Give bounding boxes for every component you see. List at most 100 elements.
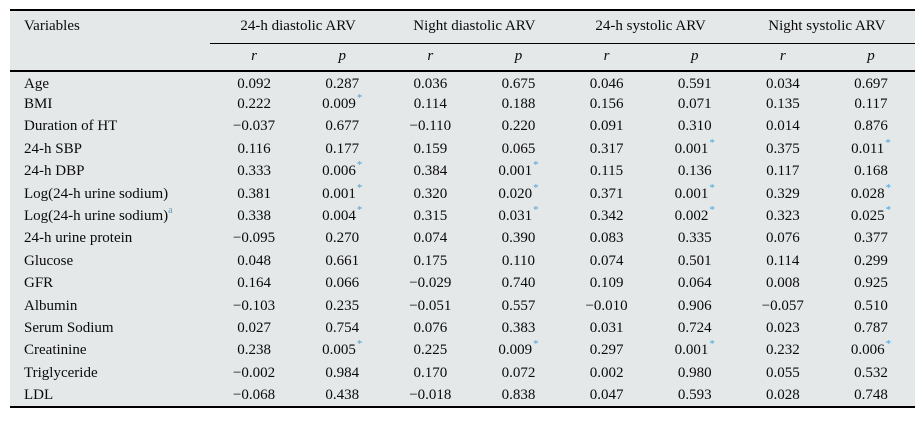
value-cell: 0.188 bbox=[501, 96, 536, 113]
value-cell: 0.115 bbox=[589, 163, 624, 180]
variable-name: Log(24-h urine sodium)a bbox=[24, 205, 173, 225]
value-cell: 0.071 bbox=[677, 96, 712, 113]
significance-asterisk: * bbox=[356, 181, 363, 194]
value-cell: 0.906 bbox=[677, 297, 712, 314]
variable-name: Log(24-h urine sodium) bbox=[24, 185, 169, 202]
subheader-row: r p r p r p r p bbox=[10, 43, 915, 72]
value-cell: 0.754 bbox=[325, 319, 360, 336]
table-row: LDL −0.068 0.438 −0.018 0.838 0.047 0.593 0.028… bbox=[10, 384, 915, 406]
table-row: BMI 0.222 0.009* 0.114 0.188 0.156 0.071 0.135 0… bbox=[10, 93, 915, 115]
variables-header: Variables bbox=[10, 10, 210, 72]
value-cell: 0.438 bbox=[325, 386, 360, 403]
table-row: 24-h DBP 0.333 0.006* 0.384 0.001* 0.115 0.136… bbox=[10, 159, 915, 183]
variable-name: Glucose bbox=[24, 252, 74, 269]
variable-name: 24-h DBP bbox=[24, 163, 85, 180]
value-cell: 0.001* bbox=[674, 338, 715, 359]
value-cell: −0.057 bbox=[761, 297, 804, 314]
significance-asterisk: * bbox=[533, 159, 539, 172]
table-row: Albumin −0.103 0.235 −0.051 0.557 −0.010 0.906… bbox=[10, 295, 915, 317]
value-cell: 0.092 bbox=[237, 75, 271, 92]
value-cell: 0.315 bbox=[413, 208, 448, 225]
value-cell: 0.677 bbox=[325, 118, 360, 135]
value-cell: 0.787 bbox=[854, 319, 888, 336]
value-cell: −0.018 bbox=[409, 386, 452, 403]
table-row: Serum Sodium 0.027 0.754 0.076 0.383 0.031 0.7… bbox=[10, 317, 915, 339]
value-cell: 0.333 bbox=[237, 163, 271, 180]
value-cell: 0.661 bbox=[325, 252, 360, 269]
variable-name: Creatinine bbox=[24, 342, 87, 359]
value-cell: 0.001* bbox=[674, 136, 715, 157]
value-cell: 0.117 bbox=[854, 96, 888, 113]
value-cell: 0.748 bbox=[854, 386, 888, 403]
value-cell: 0.675 bbox=[501, 75, 536, 92]
value-cell: 0.025* bbox=[850, 204, 892, 225]
subheader-p: p bbox=[650, 43, 739, 72]
value-cell: 0.310 bbox=[677, 118, 712, 135]
subheader-p: p bbox=[826, 43, 915, 72]
value-cell: 0.117 bbox=[766, 163, 800, 180]
value-cell: 0.377 bbox=[854, 230, 888, 247]
value-cell: 0.740 bbox=[501, 275, 536, 292]
group-header-night-systolic-arv: Night systolic ARV bbox=[738, 10, 915, 44]
value-cell: 0.076 bbox=[413, 319, 448, 336]
value-cell: 0.034 bbox=[765, 75, 800, 92]
value-cell: 0.170 bbox=[413, 364, 448, 381]
value-cell: 0.006* bbox=[850, 338, 892, 359]
value-cell: 0.009* bbox=[322, 92, 363, 113]
value-cell: −0.095 bbox=[232, 230, 276, 247]
value-cell: 0.984 bbox=[325, 364, 360, 381]
value-cell: 0.116 bbox=[237, 140, 271, 157]
value-cell: −0.037 bbox=[232, 118, 276, 135]
value-cell: 0.065 bbox=[501, 140, 536, 157]
significance-asterisk: * bbox=[533, 181, 539, 194]
value-cell: 0.220 bbox=[501, 118, 536, 135]
value-cell: 0.510 bbox=[854, 297, 888, 314]
significance-asterisk: * bbox=[356, 204, 363, 217]
value-cell: −0.110 bbox=[409, 118, 452, 135]
table-row: 24-h urine protein −0.095 0.270 0.074 0.390 0… bbox=[10, 228, 915, 250]
value-cell: 0.072 bbox=[501, 364, 536, 381]
subheader-r: r bbox=[386, 43, 475, 72]
value-cell: 0.011* bbox=[851, 136, 891, 157]
table-header: Variables 24-h diastolic ARV Night diast… bbox=[10, 10, 915, 72]
value-cell: 0.159 bbox=[413, 140, 448, 157]
variable-name: 24-h urine protein bbox=[24, 230, 133, 247]
value-cell: 0.046 bbox=[589, 75, 624, 92]
significance-asterisk: * bbox=[533, 204, 539, 217]
value-cell: 0.838 bbox=[501, 386, 536, 403]
value-cell: 0.697 bbox=[854, 75, 888, 92]
value-cell: −0.051 bbox=[409, 297, 452, 314]
value-cell: 0.299 bbox=[854, 252, 888, 269]
value-cell: 0.066 bbox=[325, 275, 360, 292]
value-cell: 0.925 bbox=[854, 275, 888, 292]
value-cell: 0.110 bbox=[501, 252, 536, 269]
value-cell: 0.076 bbox=[765, 230, 800, 247]
significance-asterisk: * bbox=[885, 338, 892, 351]
value-cell: 0.591 bbox=[677, 75, 712, 92]
value-cell: 0.238 bbox=[237, 342, 271, 359]
group-header-24h-systolic-arv: 24-h systolic ARV bbox=[562, 10, 739, 44]
table-row: Triglyceride −0.002 0.984 0.170 0.072 0.002 0.… bbox=[10, 362, 915, 384]
value-cell: 0.083 bbox=[589, 230, 624, 247]
value-cell: 0.047 bbox=[589, 386, 624, 403]
significance-asterisk: * bbox=[356, 92, 363, 105]
significance-asterisk: * bbox=[709, 204, 715, 217]
group-header-row: Variables 24-h diastolic ARV Night diast… bbox=[10, 10, 915, 72]
significance-asterisk: * bbox=[885, 136, 891, 149]
value-cell: 0.320 bbox=[413, 185, 448, 202]
value-cell: 0.074 bbox=[413, 230, 448, 247]
value-cell: 0.317 bbox=[589, 140, 624, 157]
variable-name: GFR bbox=[24, 275, 54, 292]
value-cell: −0.029 bbox=[409, 275, 452, 292]
value-cell: 0.232 bbox=[765, 342, 800, 359]
variable-name: Serum Sodium bbox=[24, 319, 114, 336]
table-row: Age 0.092 0.287 0.036 0.675 0.046 0.591 0.034 0.… bbox=[10, 71, 915, 93]
value-cell: 0.109 bbox=[589, 275, 624, 292]
significance-asterisk: * bbox=[885, 204, 892, 217]
value-cell: 0.006* bbox=[322, 159, 363, 180]
subheader-p: p bbox=[298, 43, 387, 72]
significance-asterisk: * bbox=[709, 181, 715, 194]
value-cell: 0.297 bbox=[589, 342, 624, 359]
value-cell: 0.027 bbox=[237, 319, 271, 336]
table-row: Log(24-h urine sodium)a 0.338 0.004* 0.315 0… bbox=[10, 205, 915, 227]
